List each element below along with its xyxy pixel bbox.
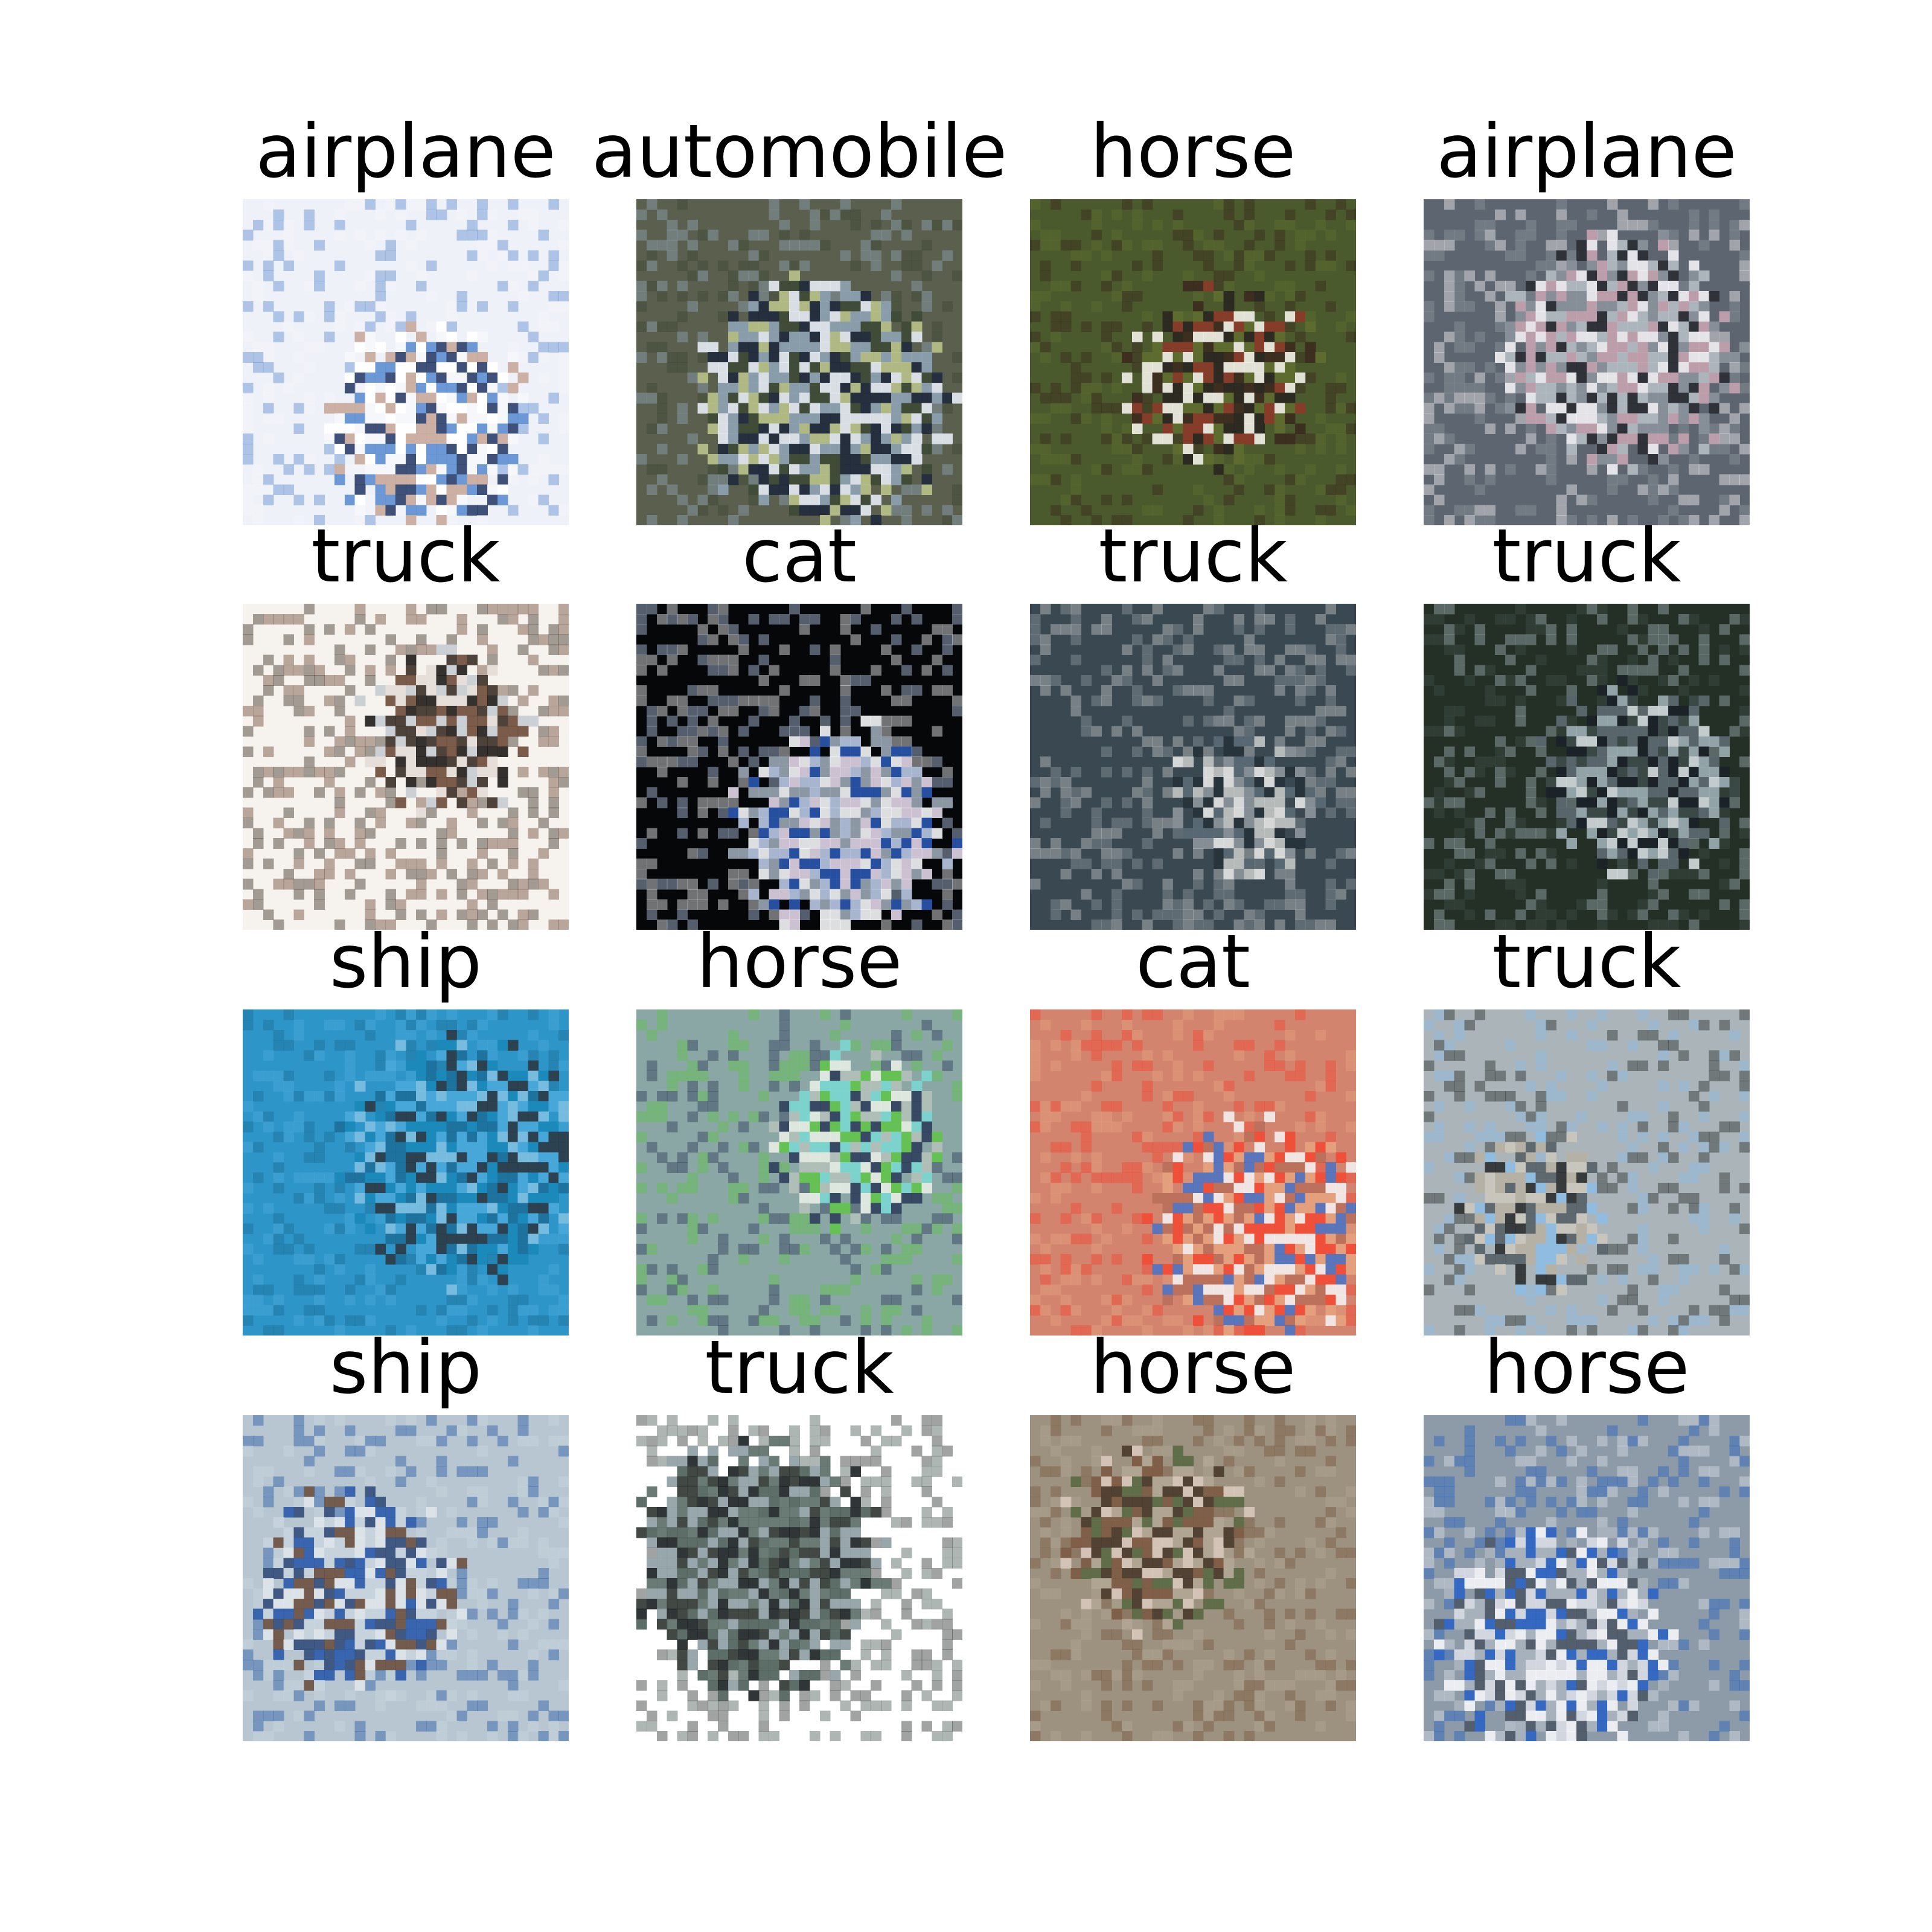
- class-label: horse: [1483, 1325, 1690, 1410]
- thumbnail-pixels: [1030, 604, 1356, 930]
- thumbnail-pixels: [243, 1415, 569, 1741]
- grid-cell: truck: [1030, 511, 1356, 930]
- grid-cell: truck: [243, 511, 569, 930]
- class-label: truck: [1098, 513, 1288, 599]
- thumbnail-pixels: [1030, 1415, 1356, 1741]
- class-label: horse: [1090, 1325, 1296, 1410]
- thumbnail-pixels: [1424, 199, 1750, 525]
- thumbnail-pixels: [243, 604, 569, 930]
- thumbnail-pixels: [636, 199, 962, 525]
- generated-image: [1424, 1415, 1750, 1741]
- generated-image: [1030, 1009, 1356, 1335]
- grid-cell: ship: [243, 1322, 569, 1741]
- generated-image: [636, 1009, 962, 1335]
- grid-cell: horse: [636, 916, 962, 1335]
- class-label: airplane: [255, 109, 556, 194]
- grid-cell: cat: [636, 511, 962, 930]
- thumbnail-pixels: [1424, 604, 1750, 930]
- generated-image: [1424, 604, 1750, 930]
- class-label: truck: [1492, 919, 1681, 1005]
- grid-cell: horse: [1030, 1322, 1356, 1741]
- generated-image: [636, 1415, 962, 1741]
- class-label: horse: [1090, 109, 1296, 194]
- grid-cell: cat: [1030, 916, 1356, 1335]
- class-label: cat: [742, 513, 857, 599]
- grid-cell: truck: [1424, 916, 1750, 1335]
- thumbnail-pixels: [636, 604, 962, 930]
- generated-image: [243, 1009, 569, 1335]
- thumbnail-pixels: [636, 1415, 962, 1741]
- generated-image: [1424, 199, 1750, 525]
- class-label: ship: [329, 919, 482, 1005]
- thumbnail-pixels: [1030, 199, 1356, 525]
- class-label: ship: [329, 1325, 482, 1410]
- generated-image: [636, 604, 962, 930]
- grid-cell: truck: [636, 1322, 962, 1741]
- thumbnail-pixels: [243, 199, 569, 525]
- thumbnail-pixels: [1424, 1009, 1750, 1335]
- thumbnail-pixels: [636, 1009, 962, 1335]
- class-label: horse: [696, 919, 903, 1005]
- thumbnail-pixels: [1030, 1009, 1356, 1335]
- class-label: truck: [311, 513, 501, 599]
- generated-image: [243, 604, 569, 930]
- generated-image: [1424, 1009, 1750, 1335]
- grid-cell: airplane: [1424, 106, 1750, 525]
- grid-cell: automobile: [592, 106, 1007, 525]
- class-label: automobile: [591, 109, 1008, 194]
- class-label: truck: [705, 1325, 894, 1410]
- generated-image: [1030, 199, 1356, 525]
- grid-cell: ship: [243, 916, 569, 1335]
- generated-image: [243, 1415, 569, 1741]
- generated-image: [243, 199, 569, 525]
- generated-image: [1030, 604, 1356, 930]
- grid-cell: horse: [1030, 106, 1356, 525]
- thumbnail-pixels: [243, 1009, 569, 1335]
- class-label: truck: [1492, 513, 1681, 599]
- generated-image: [1030, 1415, 1356, 1741]
- generated-image: [636, 199, 962, 525]
- grid-cell: airplane: [243, 106, 569, 525]
- class-label: cat: [1136, 919, 1250, 1005]
- class-label: airplane: [1436, 109, 1737, 194]
- grid-cell: horse: [1424, 1322, 1750, 1741]
- thumbnail-pixels: [1424, 1415, 1750, 1741]
- grid-cell: truck: [1424, 511, 1750, 930]
